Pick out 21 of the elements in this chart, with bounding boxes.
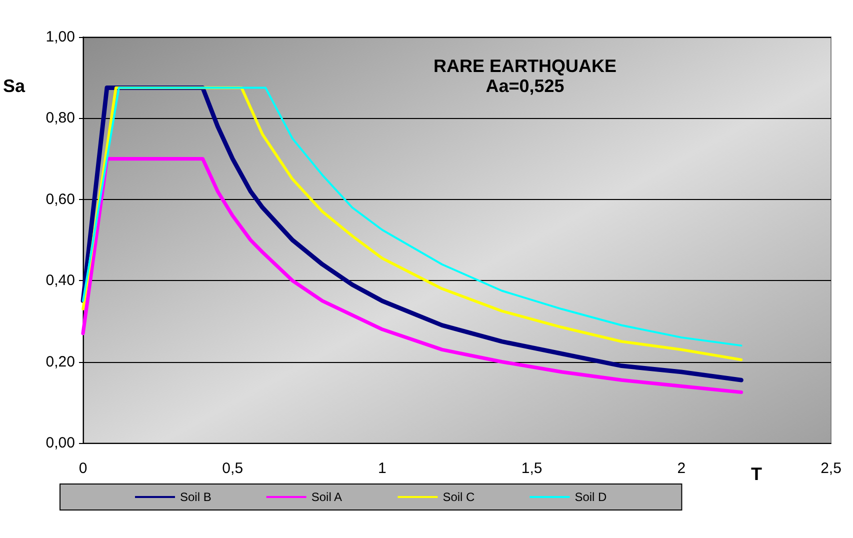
y-tick-label: 0,20 [46,353,75,370]
x-tick-label: 1,5 [521,460,542,477]
legend-label: Soil A [311,490,342,504]
x-tick-label: 0,5 [222,460,244,477]
x-tick-label: 2,5 [820,460,842,477]
x-tick-label: 1 [378,460,386,477]
legend-label: Soil B [180,490,212,504]
x-tick-label: 0 [78,460,88,477]
legend-label: Soil C [442,490,476,504]
line-series [81,157,744,394]
x-tick-label: 2 [677,460,686,477]
y-tick-label: 0,80 [46,110,75,127]
y-axis-title: Sa [3,76,26,96]
y-tick-label: 0,40 [46,272,75,290]
text: RARE EARTHQUAKE [433,56,617,76]
text: Aa=0,525 [486,76,564,96]
x-axis-title: T [751,464,762,484]
y-tick-label: 1,00 [46,28,75,46]
y-tick-label: 0,00 [46,434,75,452]
y-tick-label: 0,60 [46,190,75,208]
legend-label: Soil D [574,490,608,504]
